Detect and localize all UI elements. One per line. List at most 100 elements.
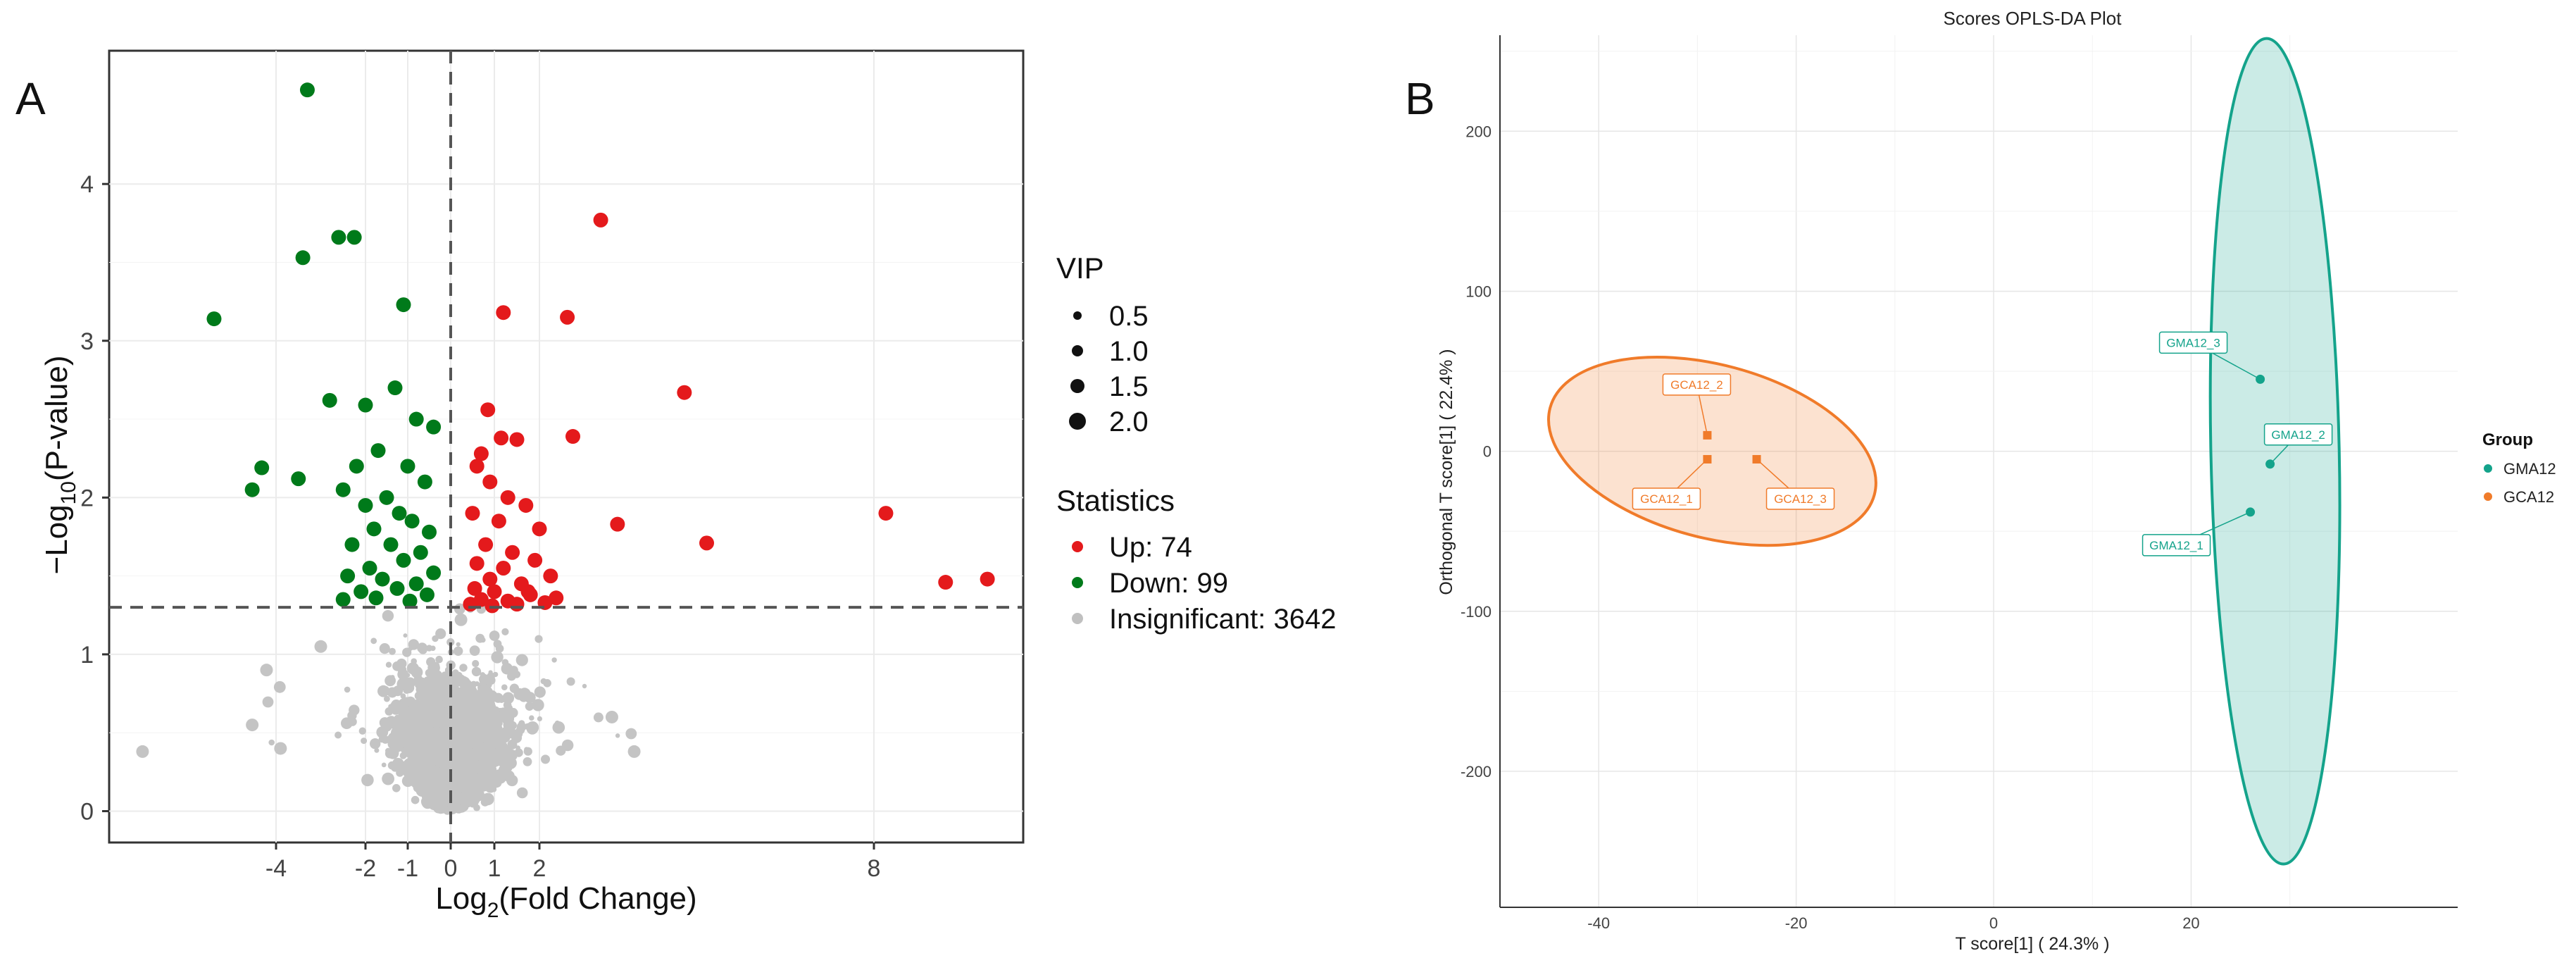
down-regulated-point bbox=[335, 482, 351, 497]
down-regulated-point bbox=[402, 593, 418, 609]
insignificant-point bbox=[403, 682, 415, 694]
sample-point bbox=[1703, 454, 1712, 464]
down-regulated-point bbox=[358, 397, 373, 413]
insignificant-point bbox=[524, 747, 529, 752]
insignificant-point bbox=[593, 712, 604, 723]
opls-x-tick-label: 0 bbox=[1989, 914, 1998, 932]
volcano-x-tick-label: -1 bbox=[397, 855, 418, 882]
insignificant-point bbox=[487, 672, 495, 680]
up-regulated-point bbox=[980, 571, 995, 587]
insignificant-point bbox=[459, 702, 465, 708]
insignificant-point bbox=[496, 654, 502, 661]
sample-label-box bbox=[1765, 487, 1835, 510]
insignificant-point bbox=[477, 685, 489, 696]
insignificant-point bbox=[361, 773, 374, 787]
insignificant-point bbox=[470, 704, 482, 716]
down-regulated-point bbox=[419, 587, 434, 602]
insignificant-point bbox=[246, 719, 259, 732]
statistics-legend-swatch bbox=[1072, 613, 1083, 624]
insignificant-point bbox=[432, 800, 444, 812]
statistics-legend-items: Up: 74 Down: 99 Insignificant: 3642 bbox=[1072, 532, 1336, 635]
insignificant-point bbox=[525, 702, 534, 711]
up-regulated-point bbox=[509, 432, 525, 447]
insignificant-point bbox=[382, 772, 394, 785]
sample-point bbox=[1703, 430, 1712, 440]
insignificant-point bbox=[498, 696, 505, 703]
insignificant-point bbox=[543, 679, 551, 688]
insignificant-point bbox=[411, 703, 420, 712]
sample-points: GMA12_3 GMA12_2 GMA12_1 GCA12_2 GCA12_1 GCA12… bbox=[1632, 331, 2333, 556]
insignificant-point bbox=[334, 731, 342, 739]
insignificant-point bbox=[430, 714, 436, 721]
insignificant-point bbox=[438, 711, 445, 718]
up-regulated-point bbox=[518, 497, 534, 513]
insignificant-points bbox=[136, 603, 641, 815]
insignificant-point bbox=[430, 705, 442, 717]
insignificant-point bbox=[391, 699, 402, 711]
insignificant-point bbox=[260, 664, 273, 677]
sample-label: GCA12_2 bbox=[1670, 378, 1723, 392]
up-regulated-point bbox=[527, 552, 543, 568]
insignificant-point bbox=[413, 750, 418, 756]
volcano-plot: -4 -2 -1 0 1 2 8 0 1 2 3 4 Log2(Fold Change) −Log10… bbox=[39, 49, 1336, 922]
vip-legend-swatch bbox=[1072, 345, 1083, 356]
insignificant-point bbox=[374, 747, 380, 753]
group-legend-items: GMA12 GCA12 bbox=[2484, 460, 2556, 506]
insignificant-point bbox=[385, 661, 392, 668]
vip-legend-label: 0.5 bbox=[1109, 301, 1149, 332]
sample-point bbox=[2265, 459, 2275, 469]
opls-title: Scores OPLS-DA Plot bbox=[1944, 8, 2122, 29]
insignificant-point bbox=[582, 683, 587, 689]
insignificant-point bbox=[442, 799, 447, 804]
sample-label-box bbox=[1662, 373, 1732, 396]
insignificant-point bbox=[396, 769, 404, 777]
insignificant-point bbox=[459, 664, 468, 672]
insignificant-point bbox=[444, 744, 451, 751]
insignificant-point bbox=[495, 750, 505, 760]
up-regulated-point bbox=[938, 575, 954, 590]
insignificant-point bbox=[529, 715, 534, 721]
volcano-x-tick-label: 0 bbox=[444, 855, 458, 882]
opls-da-plot: Scores OPLS-DA Plot GMA12_3GMA12_2GMA12_… bbox=[1437, 8, 2556, 954]
insignificant-point bbox=[552, 721, 565, 734]
insignificant-point bbox=[407, 727, 415, 735]
up-regulated-point bbox=[549, 590, 564, 606]
up-regulated-point bbox=[560, 309, 575, 325]
insignificant-point bbox=[426, 728, 434, 736]
insignificant-point bbox=[492, 771, 500, 778]
down-regulated-point bbox=[295, 250, 311, 266]
insignificant-point bbox=[402, 647, 412, 657]
up-regulated-point bbox=[467, 580, 482, 596]
insignificant-point bbox=[505, 771, 514, 781]
insignificant-point bbox=[435, 655, 443, 664]
down-regulated-point bbox=[291, 471, 306, 487]
vip-legend-swatch bbox=[1073, 311, 1082, 320]
insignificant-point bbox=[358, 727, 366, 735]
insignificant-point bbox=[393, 742, 404, 752]
insignificant-point bbox=[429, 797, 435, 803]
volcano-y-tick-label: 3 bbox=[80, 328, 94, 355]
insignificant-point bbox=[424, 691, 430, 697]
volcano-y-tick-label: 1 bbox=[80, 642, 94, 669]
volcano-x-axis-title: Log2(Fold Change) bbox=[435, 881, 696, 922]
sample-label: GCA12_1 bbox=[1640, 492, 1693, 506]
insignificant-point bbox=[502, 692, 515, 704]
opls-y-tick-label: 200 bbox=[1465, 123, 1492, 140]
down-regulated-point bbox=[368, 590, 384, 606]
insignificant-point bbox=[493, 759, 499, 766]
insignificant-point bbox=[518, 688, 531, 701]
threshold-lines bbox=[109, 51, 1023, 842]
insignificant-point bbox=[379, 643, 390, 654]
insignificant-point bbox=[347, 711, 357, 721]
up-regulated-point bbox=[520, 584, 536, 599]
vip-legend-title: VIP bbox=[1056, 251, 1104, 285]
insignificant-point bbox=[464, 699, 474, 709]
opls-y-tick-label: -200 bbox=[1461, 763, 1492, 781]
insignificant-point bbox=[492, 738, 501, 747]
up-regulated-point bbox=[699, 535, 714, 551]
insignificant-point bbox=[384, 695, 390, 702]
insignificant-point bbox=[452, 723, 461, 731]
insignificant-point bbox=[411, 764, 421, 773]
down-regulated-point bbox=[408, 411, 424, 427]
